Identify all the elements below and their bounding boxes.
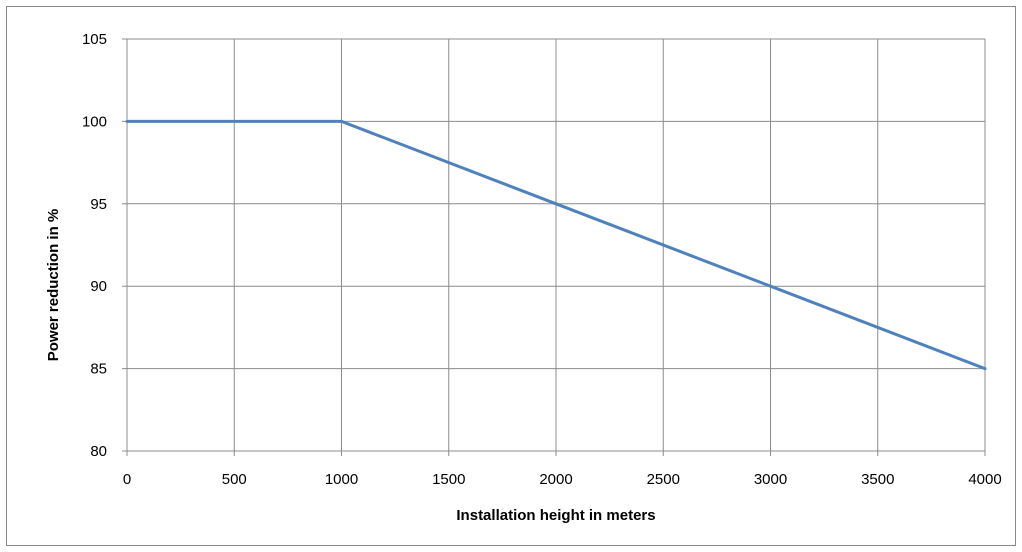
chart-frame bbox=[6, 6, 1016, 546]
x-tick-label: 0 bbox=[123, 471, 131, 488]
y-tick-label: 85 bbox=[90, 361, 107, 378]
data-point bbox=[983, 367, 987, 371]
data-point bbox=[340, 119, 343, 123]
x-tick-label: 3500 bbox=[861, 471, 894, 488]
y-tick-label: 95 bbox=[90, 196, 107, 213]
x-tick-label: 2000 bbox=[539, 471, 572, 488]
data-point bbox=[769, 284, 772, 288]
y-tick-label: 80 bbox=[90, 443, 107, 460]
y-tick-label: 105 bbox=[82, 31, 107, 48]
axes bbox=[122, 38, 986, 456]
x-tick-label: 1500 bbox=[432, 471, 465, 488]
x-tick-label: 1000 bbox=[325, 471, 358, 488]
y-tick-label: 90 bbox=[90, 278, 107, 295]
x-axis-title: Installation height in meters bbox=[456, 507, 655, 524]
y-axis-title: Power reduction in % bbox=[45, 209, 62, 362]
grid-lines bbox=[126, 38, 986, 452]
x-tick-labels: 0 500 1000 1500 2000 2500 3000 3500 4000 bbox=[123, 471, 1002, 488]
x-tick-label: 4000 bbox=[968, 471, 1001, 488]
y-tick-label: 100 bbox=[82, 113, 107, 130]
x-tick-label: 500 bbox=[222, 471, 247, 488]
data-point bbox=[554, 202, 558, 206]
y-tick-labels: 80 85 90 95 100 105 bbox=[82, 31, 107, 460]
series-layer bbox=[125, 119, 987, 371]
data-point bbox=[125, 119, 129, 123]
x-tick-label: 3000 bbox=[754, 471, 787, 488]
x-tick-label: 2500 bbox=[647, 471, 680, 488]
